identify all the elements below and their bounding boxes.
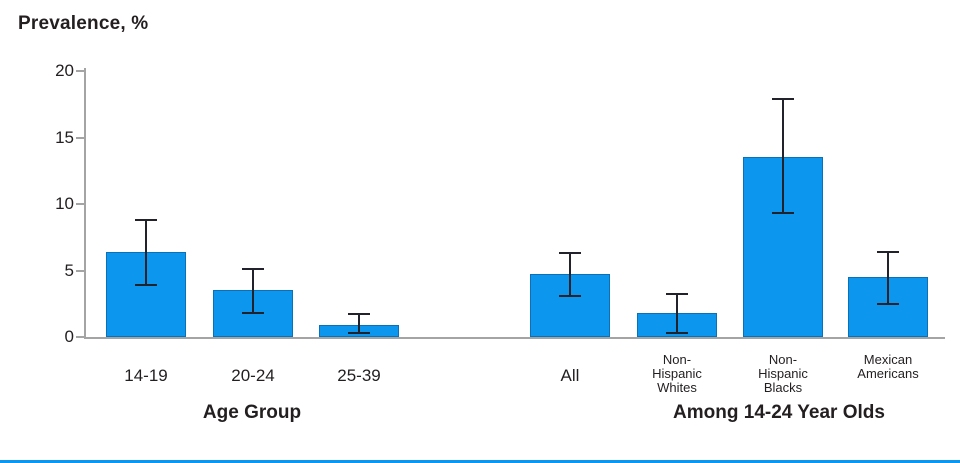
error-bar-all [569, 253, 571, 296]
group-title-among-14-24-year-olds: Among 14-24 Year Olds [673, 402, 885, 423]
error-bar-non-hispanic-whites [676, 294, 678, 333]
category-label-all: All [560, 366, 580, 385]
y-tick-label-5: 5 [64, 260, 74, 280]
y-tick-label-0: 0 [64, 327, 74, 346]
error-bar-non-hispanic-blacks [782, 98, 784, 214]
error-cap-low-non-hispanic-blacks [772, 212, 794, 215]
category-label-14-19: 14-19 [124, 366, 168, 385]
category-label-non-hispanic-blacks: Non- Hispanic Blacks [758, 352, 808, 395]
category-label-non-hispanic-whites: Non- Hispanic Whites [652, 352, 702, 395]
error-cap-low-mexican-americans [877, 302, 899, 305]
error-cap-low-25-39 [348, 332, 370, 334]
error-cap-high-20-24 [242, 268, 264, 271]
error-bar-20-24 [252, 269, 254, 314]
y-tick-label-10: 10 [55, 194, 74, 213]
error-bar-mexican-americans [887, 251, 889, 304]
error-bar-25-39 [358, 314, 360, 333]
y-tick-label-20: 20 [55, 61, 74, 80]
y-axis-line [84, 68, 86, 339]
y-tick-mark-5 [76, 269, 84, 272]
error-cap-low-non-hispanic-whites [666, 332, 688, 334]
category-label-mexican-americans: Mexican Americans [857, 352, 919, 381]
category-label-25-39: 25-39 [337, 366, 381, 385]
y-tick-mark-15 [76, 136, 84, 139]
error-cap-low-all [559, 294, 581, 297]
error-cap-high-non-hispanic-whites [666, 293, 688, 296]
error-cap-low-20-24 [242, 312, 264, 315]
error-cap-high-non-hispanic-blacks [772, 97, 794, 100]
y-tick-mark-20 [76, 70, 84, 72]
category-label-20-24: 20-24 [231, 366, 275, 385]
y-tick-label-15: 15 [55, 127, 74, 147]
y-tick-mark-0 [76, 336, 84, 338]
bottom-accent-rule [0, 460, 960, 463]
error-bar-14-19 [145, 219, 147, 286]
error-cap-high-14-19 [135, 218, 157, 221]
y-axis-title: Prevalence, % [18, 13, 149, 34]
error-cap-low-14-19 [135, 284, 157, 287]
y-tick-mark-10 [76, 203, 84, 205]
group-title-age-group: Age Group [202, 402, 302, 423]
x-axis-line [84, 337, 945, 339]
error-cap-high-mexican-americans [877, 250, 899, 253]
error-cap-high-25-39 [348, 313, 370, 316]
error-cap-high-all [559, 252, 581, 255]
